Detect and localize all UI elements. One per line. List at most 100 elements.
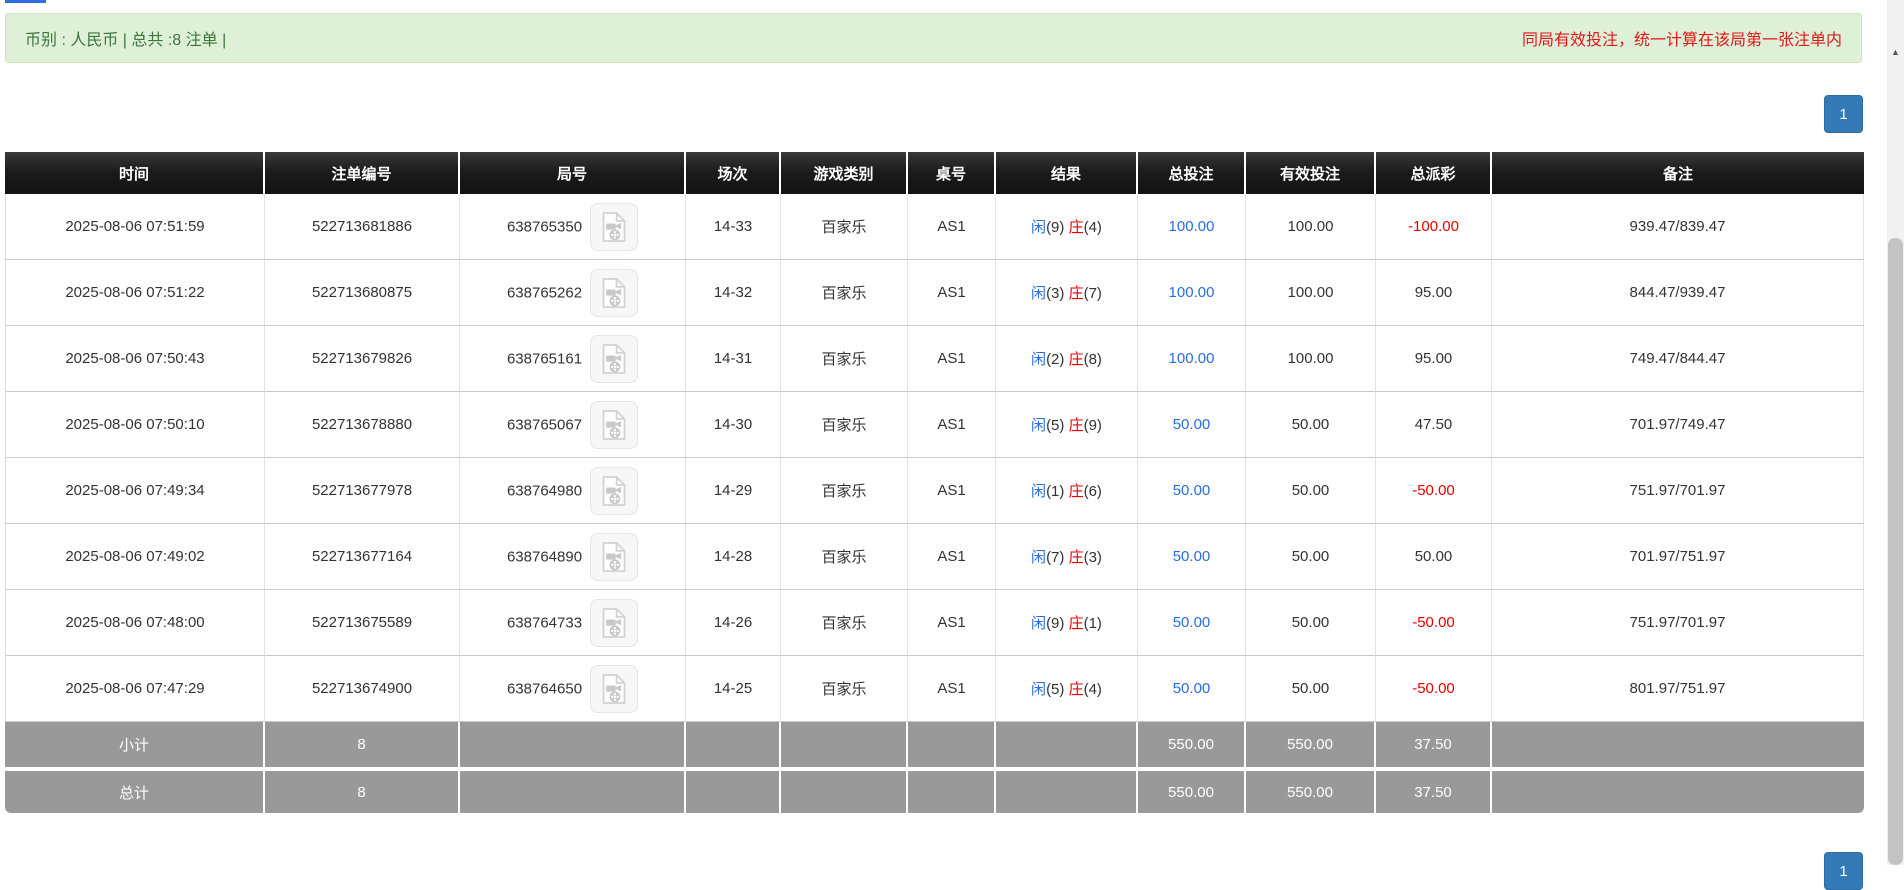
summary-label-cell: 总计 — [5, 767, 265, 813]
round-no-value: 638764980 — [506, 482, 583, 499]
summary-count-cell: 8 — [265, 722, 460, 767]
total-bet-link[interactable]: 100.00 — [1168, 218, 1215, 235]
total-bet-cell: 100.00 — [1138, 260, 1246, 326]
round-no-cell: 638765262 — [460, 260, 686, 326]
remark-cell: 701.97/749.47 — [1492, 392, 1864, 458]
result-cell: 闲(5) 庄(9) — [996, 392, 1138, 458]
valid-bet-cell: 50.00 — [1246, 656, 1376, 722]
col-header-bet-id: 注单编号 — [265, 152, 460, 194]
payout-cell: -50.00 — [1376, 656, 1492, 722]
summary-total-bet-cell: 550.00 — [1138, 767, 1246, 813]
col-header-payout: 总派彩 — [1376, 152, 1492, 194]
video-icon — [602, 673, 626, 704]
video-replay-button[interactable] — [590, 598, 639, 647]
bet-records-table: 时间 注单编号 局号 场次 游戏类别 桌号 结果 总投注 有效投注 总派彩 备注… — [5, 152, 1864, 813]
banker-result-score: (3) — [1083, 549, 1102, 566]
summary-label-cell: 小计 — [5, 722, 265, 767]
scroll-up-arrow-icon[interactable]: ▲ — [1891, 47, 1900, 57]
table-no-cell: AS1 — [908, 524, 996, 590]
banker-result-label: 庄 — [1068, 483, 1084, 500]
col-header-session: 场次 — [686, 152, 781, 194]
remark-cell: 844.47/939.47 — [1492, 260, 1864, 326]
banker-result-label: 庄 — [1068, 417, 1084, 434]
scrollbar-thumb[interactable] — [1888, 238, 1903, 865]
game-type-cell: 百家乐 — [781, 656, 908, 722]
player-result-label: 闲 — [1031, 219, 1047, 236]
video-replay-button[interactable] — [590, 202, 639, 251]
time-cell: 2025-08-06 07:50:43 — [5, 326, 265, 392]
table-no-cell: AS1 — [908, 326, 996, 392]
video-replay-button[interactable] — [590, 268, 639, 317]
round-no-cell: 638765350 — [460, 194, 686, 260]
total-bet-link[interactable]: 50.00 — [1172, 614, 1211, 631]
payout-cell: -50.00 — [1376, 590, 1492, 656]
video-replay-button[interactable] — [590, 664, 639, 713]
payout-cell: 47.50 — [1376, 392, 1492, 458]
banker-result-score: (6) — [1083, 483, 1102, 500]
table-no-cell: AS1 — [908, 458, 996, 524]
player-result-score: (2) — [1046, 351, 1065, 368]
session-cell: 14-29 — [686, 458, 781, 524]
total-bet-link[interactable]: 100.00 — [1168, 284, 1215, 301]
session-cell: 14-31 — [686, 326, 781, 392]
video-replay-button[interactable] — [590, 400, 639, 449]
video-replay-button[interactable] — [590, 532, 639, 581]
banker-result-score: (7) — [1083, 285, 1102, 302]
table-no-cell: AS1 — [908, 656, 996, 722]
summary-payout-cell: 37.50 — [1376, 767, 1492, 813]
round-no-value: 638765350 — [506, 218, 583, 235]
table-body: 2025-08-06 07:51:59 522713681886 6387653… — [5, 194, 1864, 722]
total-bet-link[interactable]: 50.00 — [1172, 680, 1211, 697]
game-type-cell: 百家乐 — [781, 260, 908, 326]
player-result-score: (9) — [1046, 219, 1065, 236]
time-cell: 2025-08-06 07:47:29 — [5, 656, 265, 722]
banker-result-score: (4) — [1083, 681, 1102, 698]
game-type-cell: 百家乐 — [781, 458, 908, 524]
vertical-scrollbar[interactable]: ▲ — [1887, 0, 1904, 865]
payout-cell: 95.00 — [1376, 326, 1492, 392]
pagination-page-1-button[interactable]: 1 — [1824, 95, 1863, 133]
video-icon — [602, 409, 626, 440]
summary-payout-cell: 37.50 — [1376, 722, 1492, 767]
banker-result-score: (9) — [1083, 417, 1102, 434]
truncated-tab-fragment — [5, 0, 46, 3]
bet-id-cell: 522713679826 — [265, 326, 460, 392]
round-no-value: 638765067 — [506, 416, 583, 433]
player-result-label: 闲 — [1031, 285, 1047, 302]
bet-id-cell: 522713674900 — [265, 656, 460, 722]
total-bet-cell: 50.00 — [1138, 458, 1246, 524]
result-cell: 闲(7) 庄(3) — [996, 524, 1138, 590]
summary-total-bet-cell: 550.00 — [1138, 722, 1246, 767]
bet-id-cell: 522713680875 — [265, 260, 460, 326]
valid-bet-cell: 50.00 — [1246, 524, 1376, 590]
result-cell: 闲(3) 庄(7) — [996, 260, 1138, 326]
session-cell: 14-26 — [686, 590, 781, 656]
video-replay-button[interactable] — [590, 466, 639, 515]
summary-valid-bet-cell: 550.00 — [1246, 767, 1376, 813]
col-header-result: 结果 — [996, 152, 1138, 194]
valid-bet-cell: 100.00 — [1246, 260, 1376, 326]
total-bet-link[interactable]: 50.00 — [1172, 482, 1211, 499]
total-bet-link[interactable]: 50.00 — [1172, 548, 1211, 565]
player-result-label: 闲 — [1031, 615, 1047, 632]
table-no-cell: AS1 — [908, 260, 996, 326]
table-row: 2025-08-06 07:50:10 522713678880 6387650… — [5, 392, 1864, 458]
round-no-cell: 638764890 — [460, 524, 686, 590]
video-icon — [602, 475, 626, 506]
valid-bet-cell: 100.00 — [1246, 194, 1376, 260]
video-icon — [602, 277, 626, 308]
pagination-page-1-button-bottom[interactable]: 1 — [1824, 852, 1863, 890]
total-bet-link[interactable]: 100.00 — [1168, 350, 1215, 367]
round-no-cell: 638765161 — [460, 326, 686, 392]
video-replay-button[interactable] — [590, 334, 639, 383]
total-bet-link[interactable]: 50.00 — [1172, 416, 1211, 433]
session-cell: 14-25 — [686, 656, 781, 722]
session-cell: 14-30 — [686, 392, 781, 458]
player-result-label: 闲 — [1031, 417, 1047, 434]
table-no-cell: AS1 — [908, 194, 996, 260]
session-cell: 14-33 — [686, 194, 781, 260]
total-bet-cell: 50.00 — [1138, 590, 1246, 656]
result-cell: 闲(1) 庄(6) — [996, 458, 1138, 524]
table-row: 2025-08-06 07:51:59 522713681886 6387653… — [5, 194, 1864, 260]
valid-bet-cell: 50.00 — [1246, 392, 1376, 458]
